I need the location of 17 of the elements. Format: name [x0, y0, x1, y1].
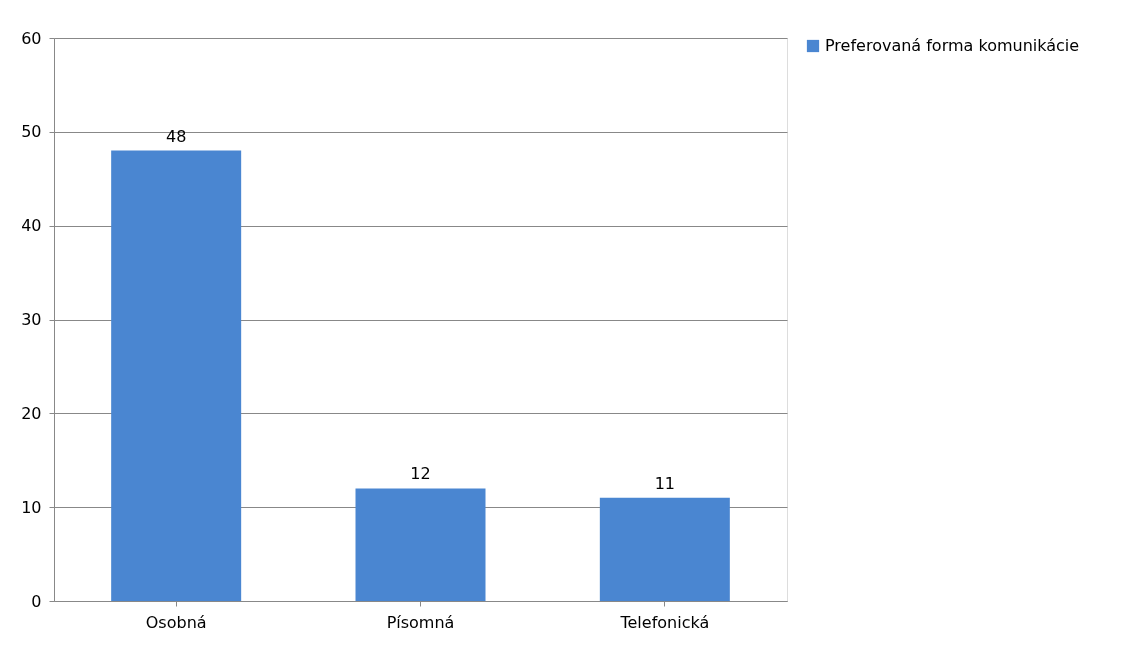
data-label: 48 [165, 126, 187, 146]
y-tick-label: 0 [31, 591, 42, 611]
y-tick-label: 30 [21, 310, 42, 329]
y-tick-label: 20 [21, 403, 42, 423]
y-tick-label: 40 [21, 216, 42, 236]
x-tick-label: Osobná [145, 612, 207, 632]
x-tick-label: Písomná [386, 612, 455, 632]
bar [355, 488, 486, 601]
data-label: 12 [410, 464, 431, 484]
y-tick-label: 10 [21, 497, 42, 517]
y-tick-label: 60 [21, 28, 42, 48]
y-tick-label: 50 [21, 122, 42, 142]
legend-label: Preferovaná forma komunikácie [825, 36, 1080, 55]
data-label: 11 [654, 473, 676, 493]
bar [599, 497, 730, 601]
x-tick-label: Telefonická [619, 612, 710, 632]
bar [111, 150, 242, 601]
